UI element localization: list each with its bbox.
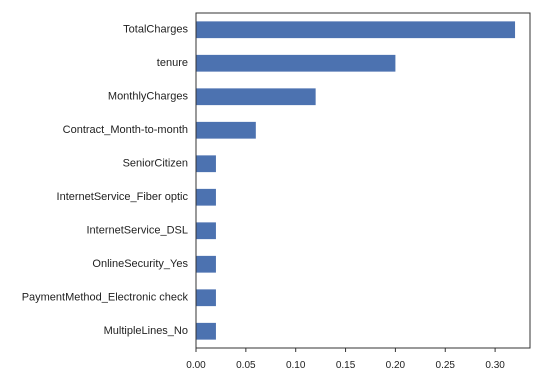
x-tick-label: 0.20 [386,360,406,371]
bar-3 [196,121,256,139]
category-label: MultipleLines_No [104,325,188,337]
x-tick-label: 0.00 [186,360,206,371]
category-label: TotalCharges [123,24,188,36]
category-labels: TotalCharges tenure MonthlyCharges Contract… [22,24,189,338]
category-label: InternetService_DSL [87,225,189,237]
category-label: MonthlyCharges [108,91,189,103]
x-tick-label: 0.30 [485,360,505,371]
category-label: SeniorCitizen [123,158,188,170]
bar-1 [196,54,396,72]
category-label: Contract_Month-to-month [63,124,188,136]
category-label: OnlineSecurity_Yes [92,258,188,270]
plot-frame [195,12,531,349]
bar-6 [196,222,216,240]
category-label: PaymentMethod_Electronic check [22,292,189,304]
bar-2 [196,88,316,106]
x-tick-label: 0.10 [286,360,306,371]
x-tick-label: 0.15 [336,360,356,371]
category-label: InternetService_Fiber optic [57,191,189,203]
bar-7 [196,255,216,273]
x-tick-label: 0.05 [236,360,256,371]
bar-4 [196,155,216,173]
category-label: tenure [157,57,188,69]
bar-9 [196,322,216,340]
bar-8 [196,289,216,307]
bars-layer [196,21,516,340]
x-axis-ticks: 0.00 0.05 0.10 0.15 0.20 0.25 0.30 [186,348,505,371]
bar-5 [196,188,216,206]
bar-0 [196,21,516,39]
x-tick-label: 0.25 [436,360,456,371]
